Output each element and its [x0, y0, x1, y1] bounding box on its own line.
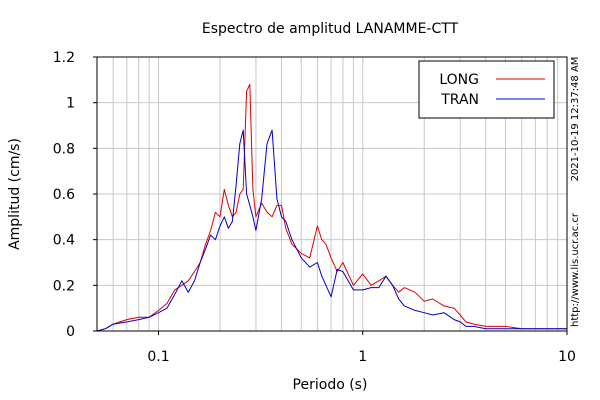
y-tick-label: 0.4 — [53, 233, 75, 249]
tick-labels: 0 0.2 0.4 0.6 0.8 1 1.2 0.1 1 10 — [53, 50, 576, 365]
y-axis-label: Amplitud (cm/s) — [7, 138, 23, 250]
x-axis-label: Periodo (s) — [293, 377, 368, 393]
y-tick-label: 1 — [66, 96, 75, 112]
series-line-long — [96, 83, 567, 332]
series-line-tran — [96, 129, 567, 332]
y-tick-label: 0.2 — [53, 278, 75, 294]
x-tick-label: 1 — [358, 349, 367, 365]
grid — [97, 57, 567, 331]
x-tick-label: 10 — [558, 349, 576, 365]
legend-box — [418, 60, 555, 119]
y-tick-label: 0 — [66, 324, 75, 340]
source-url-label: http://www.lis.ucr.ac.cr — [570, 212, 581, 327]
y-tick-label: 0.8 — [53, 141, 75, 157]
legend-label-long: LONG — [439, 72, 479, 88]
y-tick-label: 1.2 — [53, 50, 75, 66]
series-layer — [96, 83, 567, 332]
y-tick-label: 0.6 — [53, 187, 75, 203]
x-tick-label: 0.1 — [147, 349, 169, 365]
legend-label-tran: TRAN — [440, 92, 479, 108]
timestamp-label: 2021-10-19 12:37:48 AM — [570, 57, 581, 182]
chart-title: Espectro de amplitud LANAMME-CTT — [202, 21, 459, 37]
legend: LONG TRAN — [418, 60, 555, 119]
